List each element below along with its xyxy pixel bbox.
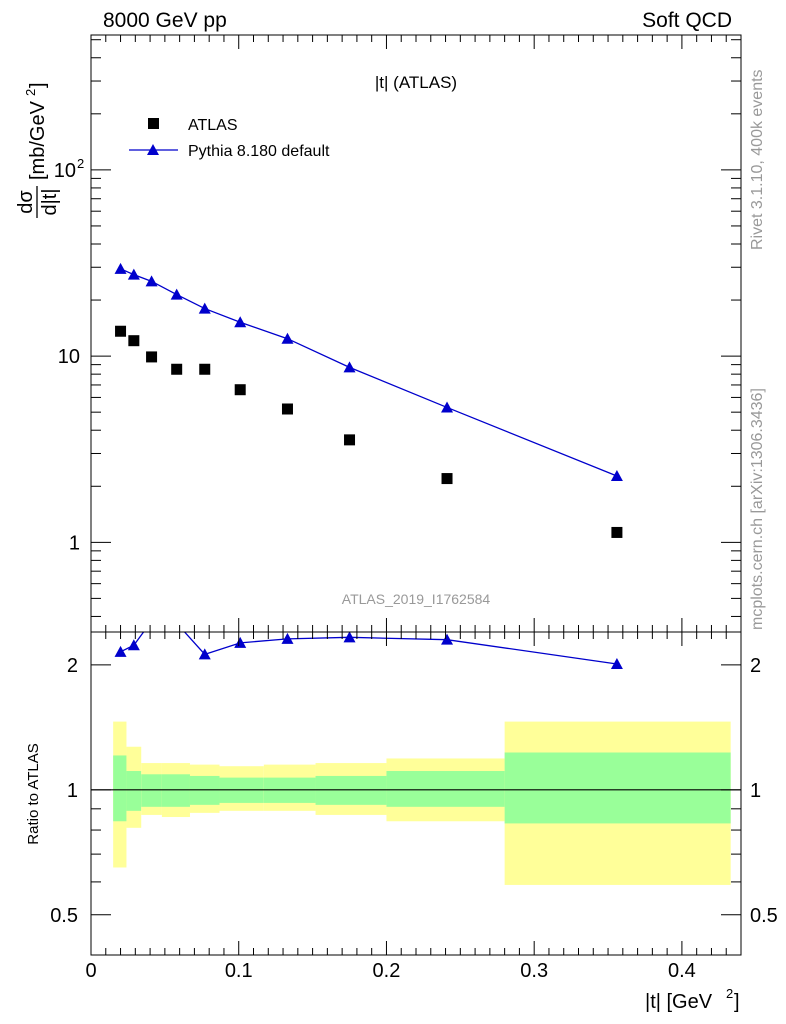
mcplots-source-text: mcplots.cern.ch [arXiv:1306.3436] [749,388,766,630]
svg-text:|t| [GeV: |t| [GeV [645,991,713,1013]
atlas-point [115,325,127,337]
ratio-pythia-line [120,632,618,665]
svg-text:2: 2 [726,986,733,1001]
ratio-pythia-point [114,645,127,657]
band-inner [161,774,190,807]
ratio-frame [90,631,742,956]
legend-marker-atlas [148,118,159,129]
pythia-point [127,268,140,280]
atlas-point [234,384,246,396]
ratio-pythia-point [127,639,140,651]
band-inner [504,752,731,824]
svg-text:]: ] [734,991,740,1013]
ratio-pythia-point [171,617,183,628]
analysis-label: ATLAS_2019_I1762584 [342,591,491,607]
ratio-pythia-point [198,648,211,660]
band-inner [386,771,505,807]
ratio-uncertainty-bands [91,721,741,885]
atlas-point [344,434,356,446]
x-tick-label: 0.1 [225,960,253,982]
x-tick-label: 0.3 [520,960,548,982]
band-inner [113,755,127,822]
ratio-pythia-point [146,615,158,626]
atlas-point [146,351,158,363]
svg-text:d|t|: d|t| [39,188,61,215]
header-right: Soft QCD [642,9,732,32]
pythia-point [441,401,454,413]
main-y-axis-label: dσ d|t| [mb/GeV 2 ] [15,82,61,218]
pythia-point [343,361,356,373]
pythia-point [281,332,294,344]
ratio-y-tick-label-left: 0.5 [50,905,78,927]
pythia-point [234,316,247,328]
x-tick-labels: 0 0.1 0.2 0.3 0.4 [85,960,695,982]
y-tick-label: 1 [69,532,80,554]
pythia-point [145,275,158,287]
header-left: 8000 GeV pp [103,9,227,32]
svg-text:dσ: dσ [15,190,37,214]
y-tick-label: 10 [54,160,76,182]
ratio-y-tick-label-right: 2 [750,655,761,677]
x-axis-label: |t| [GeV 2 ] [645,986,740,1013]
pythia-point [170,288,183,300]
ratio-y-tick-label-right: 1 [750,780,761,802]
y-tick-label: 10 [58,346,80,368]
legend-marker-pythia [147,144,159,155]
atlas-point [128,335,140,347]
atlas-point [441,473,453,485]
ratio-pythia-point [610,657,623,669]
x-tick-label: 0 [85,960,96,982]
ratio-y-tick-label-left: 2 [67,655,78,677]
legend: ATLAS Pythia 8.180 default [129,117,330,160]
ratio-pythia-point [343,632,356,643]
ratio-y-tick-label-right: 0.5 [750,905,778,927]
ratio-ticks: 0.5 0.5 1 1 2 2 [50,632,778,955]
ratio-data-marks [114,615,623,669]
atlas-point [171,363,183,375]
ratio-pythia-point [234,636,247,648]
x-tick-label: 0.4 [668,960,696,982]
atlas-point [199,363,211,375]
chart-title: |t| (ATLAS) [375,73,457,92]
atlas-point [611,526,623,538]
atlas-point [281,403,293,415]
svg-text:]: ] [27,82,49,88]
ratio-pythia-point [281,632,294,644]
ratio-pythia-point [441,633,454,645]
pythia-point [198,302,211,314]
x-tick-label: 0.2 [373,960,401,982]
pythia-point [610,470,623,482]
svg-text:2: 2 [23,89,38,96]
main-data-marks [114,262,623,538]
svg-text:[mb/GeV: [mb/GeV [27,100,49,180]
pythia-point [114,262,127,274]
legend-label-pythia: Pythia 8.180 default [188,143,330,160]
band-inner [126,771,142,811]
ratio-y-tick-label-left: 1 [67,780,78,802]
pythia-line [120,268,618,477]
y-tick-label-exponent: 2 [77,156,84,171]
band-inner [141,774,162,807]
rivet-version-text: Rivet 3.1.10, 400k events [749,69,766,250]
ratio-y-axis-label: Ratio to ATLAS [25,743,42,844]
legend-label-atlas: ATLAS [188,117,238,134]
